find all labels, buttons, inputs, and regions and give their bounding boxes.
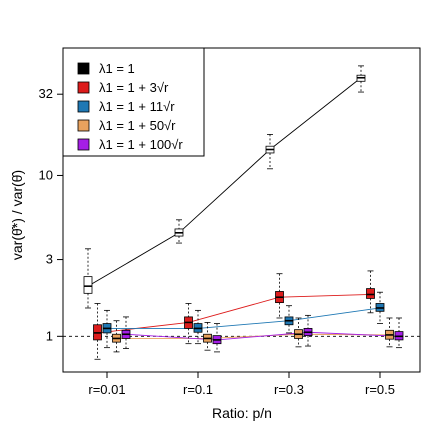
series-median-line [97, 294, 371, 334]
legend-label: λ1 = 1 + 11√r [99, 99, 175, 114]
plot-layer: 1 3 10 32 r=0.01 r=0.1 r=0.3 r=0.5 [39, 47, 421, 397]
legend-label: λ1 = 1 + 3√r [99, 80, 169, 95]
legend-label: λ1 = 1 [99, 61, 135, 76]
series-median-line [116, 333, 390, 339]
legend-swatch [77, 81, 90, 94]
y-tick-label: 32 [39, 86, 53, 101]
x-axis-label: Ratio: p/n [212, 405, 272, 421]
x-tick-label: r=0.5 [365, 382, 395, 397]
legend-swatch [77, 62, 90, 75]
x-tick-label: r=0.1 [183, 382, 213, 397]
x-tick-label: r=0.3 [274, 382, 304, 397]
box [366, 288, 375, 299]
legend-swatch [77, 119, 90, 132]
series-median-line [107, 307, 381, 329]
y-axis-label: var(θ̂*) / var(θ̂) [9, 170, 25, 260]
y-tick-label: 1 [46, 328, 53, 343]
legend-label: λ1 = 1 + 100√r [99, 137, 183, 152]
legend-swatch [77, 100, 90, 113]
plot-frame [62, 47, 421, 373]
legend-label: λ1 = 1 + 50√r [99, 118, 176, 133]
y-tick-label: 10 [39, 167, 53, 182]
series-median-line [125, 331, 400, 341]
box [83, 276, 93, 294]
x-tick-label: r=0.01 [88, 382, 125, 397]
legend: λ1 = 1 λ1 = 1 + 3√r λ1 = 1 + 11√r λ1 = 1 + … [62, 47, 205, 157]
y-tick-label: 3 [46, 252, 53, 267]
legend-swatch [77, 138, 90, 151]
series-median-line [87, 77, 362, 287]
